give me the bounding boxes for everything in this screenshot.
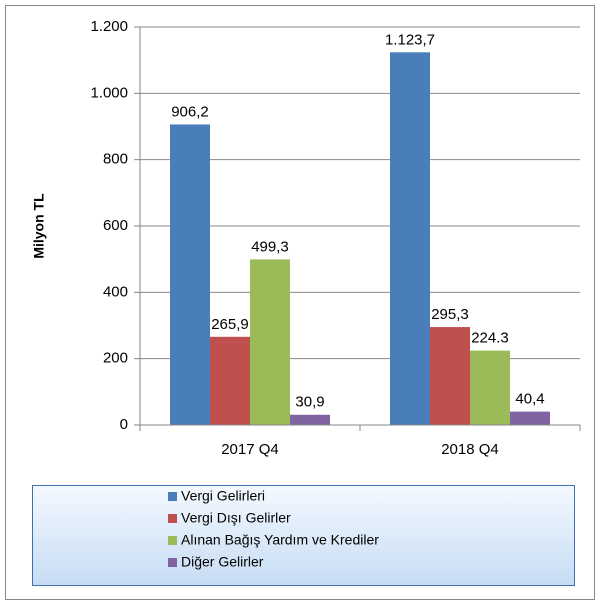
bar [390,52,430,426]
bar [250,259,290,425]
data-label: 295,3 [431,306,469,323]
legend-label: Diğer Gelirler [181,554,264,570]
legend-swatch [168,536,177,545]
legend-swatch [168,558,177,567]
data-label: 499,3 [251,238,289,255]
legend-label: Vergi Dışı Gelirler [181,510,291,526]
data-label: 30,9 [295,394,324,411]
bar [290,414,330,425]
y-tick-label: 1.200 [90,18,128,35]
legend-swatch [168,492,177,501]
legend-box [32,485,575,586]
bar [430,327,470,425]
y-tick-label: 800 [103,151,128,168]
y-tick-label: 200 [103,350,128,367]
data-label: 40,4 [515,391,544,408]
bar [170,124,210,425]
data-label: 265,9 [211,316,249,333]
data-label: 1.123,7 [385,31,435,48]
x-tick-label: 2018 Q4 [441,441,499,458]
bar [210,336,250,425]
y-tick-label: 1.000 [90,84,128,101]
legend-label: Alınan Bağış Yardım ve Krediler [181,532,379,548]
bar [510,411,550,425]
y-axis-label: Milyon TL [31,193,47,259]
y-tick-label: 600 [103,217,128,234]
legend-label: Vergi Gelirleri [181,488,265,504]
data-label: 224.3 [471,330,509,347]
y-tick-label: 0 [120,416,128,433]
data-label: 906,2 [171,103,209,120]
x-tick-label: 2017 Q4 [221,441,279,458]
legend-swatch [168,514,177,523]
bar [470,350,510,425]
y-tick-label: 400 [103,283,128,300]
